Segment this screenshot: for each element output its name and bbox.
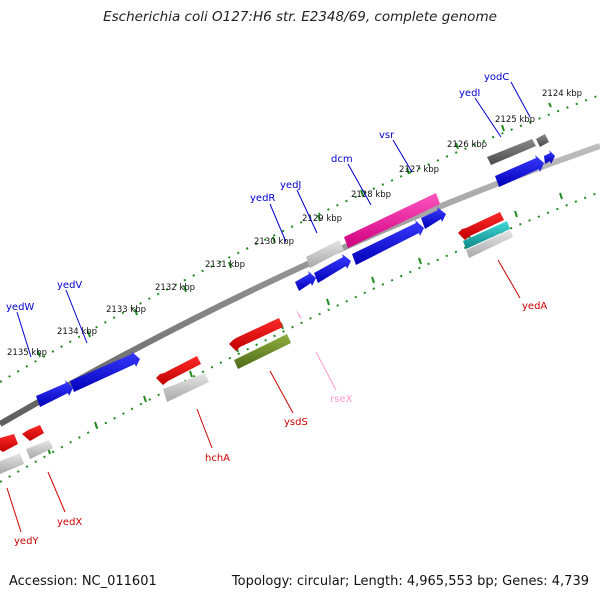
accession-label: Accession: NC_011601 xyxy=(9,574,157,589)
gene-label-yedR[interactable]: yedR xyxy=(250,193,275,204)
gene-feature[interactable] xyxy=(344,193,440,248)
tick-label: 2126 kbp xyxy=(447,140,487,150)
forward-genes xyxy=(36,134,555,407)
gene-label-yedA[interactable]: yedA xyxy=(522,301,547,312)
tick-label: 2135 kbp xyxy=(7,348,47,358)
outer-major-ticks xyxy=(37,102,552,358)
tick-label: 2132 kbp xyxy=(155,283,195,293)
gene-label-vsr[interactable]: vsr xyxy=(379,130,395,141)
gene-label-rseX[interactable]: rseX xyxy=(330,394,352,405)
gene-feature[interactable] xyxy=(463,221,510,249)
gene-label-yedW[interactable]: yedW xyxy=(6,302,34,313)
gene-arrow[interactable] xyxy=(314,254,351,283)
leader-lines xyxy=(6,81,531,533)
gene-arrow[interactable] xyxy=(36,380,73,407)
gene-feature[interactable] xyxy=(26,440,53,459)
gene-label-ysdS[interactable]: ysdS xyxy=(284,417,308,428)
gene-arrow[interactable] xyxy=(22,425,44,441)
gene-feature[interactable] xyxy=(306,240,344,268)
gene-feature[interactable] xyxy=(163,373,209,402)
gene-label-yedV[interactable]: yedV xyxy=(57,280,82,291)
genome-summary: Topology: circular; Length: 4,965,553 bp… xyxy=(231,574,589,589)
tick-label: 2133 kbp xyxy=(106,305,146,315)
gene-labels: yodC yedI vsr dcm yedJ yedR yedV yedW ye… xyxy=(6,72,547,547)
gene-arrow[interactable] xyxy=(352,220,424,265)
gene-arrow[interactable] xyxy=(295,271,316,291)
gene-arrow[interactable] xyxy=(156,356,201,385)
gene-label-dcm[interactable]: dcm xyxy=(331,154,353,165)
gene-label-yedY[interactable]: yedY xyxy=(14,536,39,547)
tick-label: 2134 kbp xyxy=(57,327,97,337)
gene-feature[interactable] xyxy=(466,230,513,258)
gene-feature[interactable] xyxy=(234,334,291,369)
gene-arrow[interactable] xyxy=(421,207,446,229)
gene-feature[interactable] xyxy=(0,453,24,474)
gene-arrow[interactable] xyxy=(70,351,140,392)
gene-label-yodC[interactable]: yodC xyxy=(484,72,509,83)
tick-labels: 2124 kbp 2125 kbp 2126 kbp 2127 kbp 2128… xyxy=(7,89,582,358)
gene-arrow[interactable] xyxy=(544,150,555,164)
gene-arrow[interactable] xyxy=(229,318,283,351)
tick-label: 2128 kbp xyxy=(351,190,391,200)
reverse-genes xyxy=(0,212,513,474)
gene-arrow[interactable] xyxy=(495,155,544,187)
gene-arrow[interactable] xyxy=(0,434,18,452)
gene-label-yedJ[interactable]: yedJ xyxy=(280,180,301,191)
map-title: Escherichia coli O127:H6 str. E2348/69, … xyxy=(103,9,497,25)
gene-label-yedI[interactable]: yedI xyxy=(459,88,480,99)
tick-label: 2124 kbp xyxy=(542,89,582,99)
tick-label: 2129 kbp xyxy=(302,214,342,224)
gene-arrow[interactable] xyxy=(458,212,504,240)
ncrna-feature[interactable] xyxy=(296,309,302,319)
tick-label: 2127 kbp xyxy=(399,165,439,175)
outer-scale-line xyxy=(0,94,600,383)
tick-label: 2125 kbp xyxy=(495,115,535,125)
gene-feature[interactable] xyxy=(487,139,536,165)
gene-label-yedX[interactable]: yedX xyxy=(57,517,82,528)
tick-label: 2130 kbp xyxy=(254,237,294,247)
tick-label: 2131 kbp xyxy=(205,260,245,270)
gene-feature[interactable] xyxy=(536,134,549,147)
gene-label-hchA[interactable]: hchA xyxy=(205,453,230,464)
